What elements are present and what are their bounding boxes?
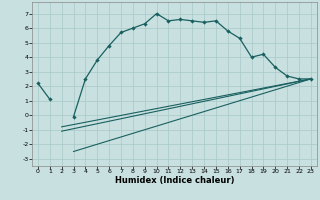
X-axis label: Humidex (Indice chaleur): Humidex (Indice chaleur) (115, 176, 234, 185)
